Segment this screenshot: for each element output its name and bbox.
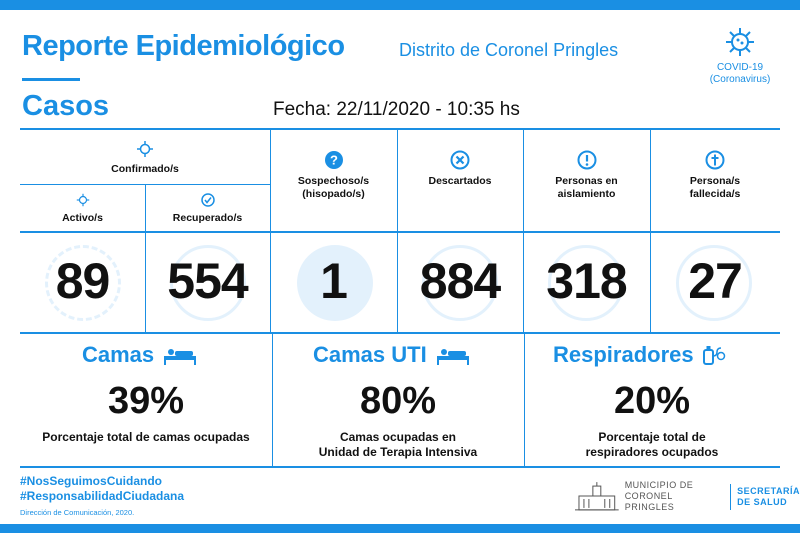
municipio-line1: MUNICIPIO DE [624, 480, 694, 490]
divider [272, 334, 273, 466]
camas-description: Porcentaje total de camas ocupadas [42, 430, 250, 444]
ventilator-icon [702, 346, 725, 365]
fallecidos-label: Persona/s [689, 175, 741, 187]
activos-value: 89 [55, 253, 111, 309]
municipio-logo: MUNICIPIO DE CORONEL PRINGLES SECRETARÍA… [575, 480, 800, 513]
aislamiento-sublabel: aislamiento [557, 188, 616, 200]
uti-percentage: 80% [359, 380, 437, 422]
logo-separator [730, 483, 732, 510]
report-date: Fecha: 22/11/2020 - 10:35 hs [273, 99, 520, 120]
decorative-ring [170, 245, 246, 321]
divider [650, 128, 651, 332]
aislamiento-value: 318 [546, 253, 627, 309]
uti-description-line1: Camas ocupadas en [339, 430, 457, 444]
hashtags: #NosSeguimosCuidando #ResponsabilidadCiu… [20, 474, 184, 504]
decorative-ring [422, 245, 498, 321]
cross-icon [705, 150, 725, 170]
uti-heading: Camas UTI [313, 342, 471, 368]
covid-label: COVID-19 [716, 62, 764, 73]
respiradores-percentage: 20% [613, 380, 691, 422]
decorative-circle [297, 245, 373, 321]
page-subtitle: Distrito de Coronel Pringles [399, 40, 619, 60]
divider [145, 184, 146, 332]
header-recuperados: Recuperado/s [145, 193, 270, 225]
recuperados-value: 554 [167, 253, 248, 309]
header-sospechosos: ? Sospechoso/s (hisopado/s) [270, 150, 397, 201]
sospechosos-sublabel: (hisopado/s) [302, 188, 365, 200]
recuperados-label: Recuperado/s [172, 212, 243, 224]
activos-label: Activo/s [62, 212, 103, 224]
municipio-line2: CORONEL PRINGLES [624, 491, 675, 512]
divider [523, 128, 524, 332]
confirmados-label: Confirmado/s [111, 163, 179, 175]
secretaria-line2: DE SALUD [737, 496, 788, 507]
decorative-virus-shape [45, 245, 121, 321]
casos-heading: Casos [22, 90, 110, 122]
uti-description-line2: Unidad de Terapia Intensiva [318, 445, 478, 459]
uti-title: Camas UTI [313, 342, 427, 367]
header-activos: Activo/s [20, 193, 145, 225]
divider [20, 332, 780, 334]
virus-icon [137, 141, 153, 157]
header-confirmados: Confirmado/s [20, 140, 270, 176]
municipio-name: MUNICIPIO DE CORONEL PRINGLES [625, 480, 724, 513]
sospechosos-label: Sospechoso/s [297, 175, 370, 187]
bottom-bar [0, 524, 800, 533]
aislamiento-label: Personas en [555, 175, 618, 187]
decorative-ring [676, 245, 752, 321]
secretaria-name: SECRETARÍA DE SALUD [737, 486, 800, 508]
title-underline [22, 78, 80, 81]
credit-text: Dirección de Comunicación, 2020. [20, 508, 135, 517]
svg-text:?: ? [330, 153, 338, 168]
descartados-value: 884 [419, 253, 501, 309]
bed-icon [436, 349, 469, 365]
decorative-ring [548, 245, 624, 321]
secretaria-line1: SECRETARÍA [737, 485, 800, 496]
header-aislamiento: Personas en aislamiento [523, 150, 650, 201]
covid-badge: COVID-19 (Coronavirus) [700, 26, 780, 86]
respiradores-description: Porcentaje total de respiradores ocupado… [524, 430, 780, 460]
divider [524, 334, 525, 466]
x-circle-icon [450, 150, 470, 170]
camas-title: Camas [82, 342, 155, 367]
uti-description: Camas ocupadas en Unidad de Terapia Inte… [272, 430, 524, 460]
virus-icon [76, 193, 89, 207]
divider [397, 128, 398, 332]
check-circle-icon [200, 193, 215, 207]
divider [270, 128, 271, 332]
top-bar [0, 0, 800, 10]
divider [20, 466, 780, 468]
respiradores-heading: Respiradores [553, 342, 726, 368]
divider [20, 231, 780, 233]
header-descartados: Descartados [397, 150, 523, 188]
header-fallecidos: Persona/s fallecida/s [650, 150, 780, 201]
fallecidos-sublabel: fallecida/s [689, 188, 741, 200]
covid-sublabel: (Coronavirus) [709, 74, 771, 85]
respiradores-description-line2: respiradores ocupados [585, 445, 719, 459]
bed-icon [164, 349, 197, 365]
hashtag-nos-seguimos-cuidando: #NosSeguimosCuidando [20, 474, 163, 488]
page-title: Reporte Epidemiológico [22, 30, 345, 62]
question-icon: ? [324, 151, 343, 169]
descartados-label: Descartados [428, 175, 492, 187]
exclamation-icon [577, 150, 596, 170]
building-icon [575, 481, 619, 510]
respiradores-description-line1: Porcentaje total de [598, 430, 706, 444]
camas-heading: Camas [82, 342, 198, 368]
divider [20, 128, 780, 130]
fallecidos-value: 27 [688, 253, 743, 309]
hashtag-responsabilidad-ciudadana: #ResponsabilidadCiudadana [20, 489, 185, 503]
sospechosos-value: 1 [320, 253, 348, 309]
respiradores-title: Respiradores [553, 342, 694, 367]
camas-percentage: 39% [107, 380, 185, 422]
virus-icon [726, 28, 754, 56]
